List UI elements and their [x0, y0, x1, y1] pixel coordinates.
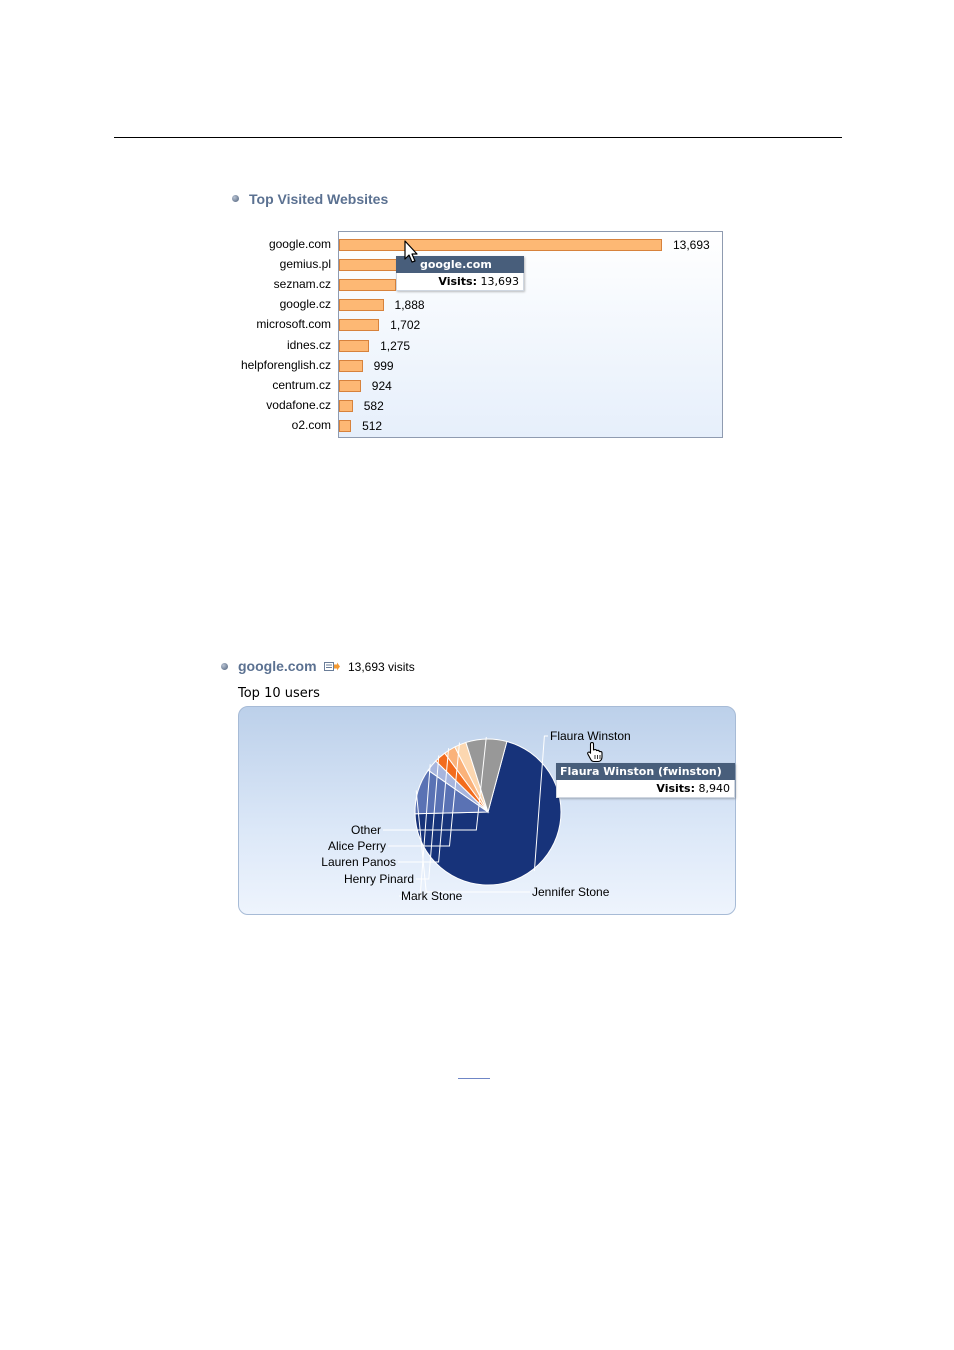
bullet-icon — [221, 663, 228, 670]
bar-value-label: 1,275 — [380, 338, 411, 353]
bar-value-label: 924 — [371, 378, 392, 393]
bar-category-label: o2.com — [291, 417, 331, 432]
bar-value-label: 1,888 — [394, 298, 425, 313]
pie-leader-line — [399, 764, 431, 897]
bar-category-label: seznam.cz — [273, 277, 331, 292]
bar-category-label: centrum.cz — [272, 377, 331, 392]
pie-slice-label: Alice Perry — [327, 839, 386, 853]
bar[interactable] — [339, 239, 662, 251]
bar[interactable] — [339, 419, 352, 432]
bar-category-label: vodafone.cz — [266, 397, 331, 412]
pie-tooltip-body: Visits: 8,940 — [556, 780, 735, 798]
bullet-icon — [232, 195, 239, 202]
bar-category-label: google.cz — [279, 297, 331, 312]
bar-tooltip-body: Visits: 13,693 — [396, 273, 524, 291]
pie-tooltip-label: Visits: — [656, 782, 695, 795]
pie-slice-label: Mark Stone — [401, 889, 463, 903]
pie-tooltip-value: 8,940 — [698, 782, 731, 795]
pie-slice-label: Jennifer Stone — [532, 885, 610, 899]
pie-slice-label: Henry Pinard — [343, 872, 414, 886]
pie-slice-label: Other — [350, 823, 381, 837]
pie-tooltip-title: Flaura Winston (fwinston) — [556, 763, 735, 780]
pie-slice-label: Lauren Panos — [321, 855, 396, 869]
bar[interactable] — [339, 339, 370, 352]
bar[interactable] — [339, 279, 396, 292]
bar-value-label: 582 — [363, 398, 384, 413]
pie-leader-line — [416, 755, 440, 880]
bar-category-label: microsoft.com — [256, 317, 331, 332]
pie-slice-label: Flaura Winston — [550, 729, 631, 743]
open-detail-icon[interactable] — [324, 661, 340, 672]
bar-value-label: 512 — [362, 418, 383, 433]
pie-leader-line — [533, 735, 548, 871]
bar-category-label: google.com — [268, 237, 331, 251]
top-rule — [114, 137, 842, 138]
pie-leader-line — [415, 790, 530, 893]
bar-value-label: 1,702 — [390, 318, 421, 333]
bar[interactable] — [339, 259, 398, 272]
bar[interactable] — [339, 379, 361, 392]
visits-count: 13,693 visits — [348, 660, 415, 674]
bar-tooltip-title: google.com — [396, 256, 524, 273]
hand-cursor-icon — [587, 741, 603, 763]
pie-tooltip: Flaura Winston (fwinston) Visits: 8,940 — [556, 763, 735, 798]
page-footer-mark — [458, 1078, 490, 1079]
bar[interactable] — [339, 319, 380, 332]
section-title: Top Visited Websites — [249, 191, 389, 207]
bar-value-label: 999 — [373, 358, 394, 373]
bar[interactable] — [339, 399, 353, 412]
bar[interactable] — [339, 359, 363, 372]
bar-category-label: idnes.cz — [286, 337, 331, 352]
site-link[interactable]: google.com — [238, 658, 317, 674]
pie-chart — [383, 735, 562, 897]
arrow-cursor-icon — [404, 240, 418, 263]
bar-category-label: gemius.pl — [279, 257, 331, 272]
pie-leader-line — [398, 748, 450, 863]
bar-category-label: helpforenglish.cz — [240, 357, 331, 372]
bar-tooltip-label: Visits: — [438, 275, 477, 288]
bar-value-label: 13,693 — [673, 238, 710, 252]
pie-leader-line — [388, 742, 460, 847]
bar[interactable] — [339, 299, 384, 312]
bar-tooltip: google.com Visits: 13,693 — [396, 256, 524, 291]
chart-subtitle: Top 10 users — [238, 686, 320, 701]
pie-leader-line — [383, 736, 487, 831]
bar-tooltip-value: 13,693 — [480, 275, 520, 288]
